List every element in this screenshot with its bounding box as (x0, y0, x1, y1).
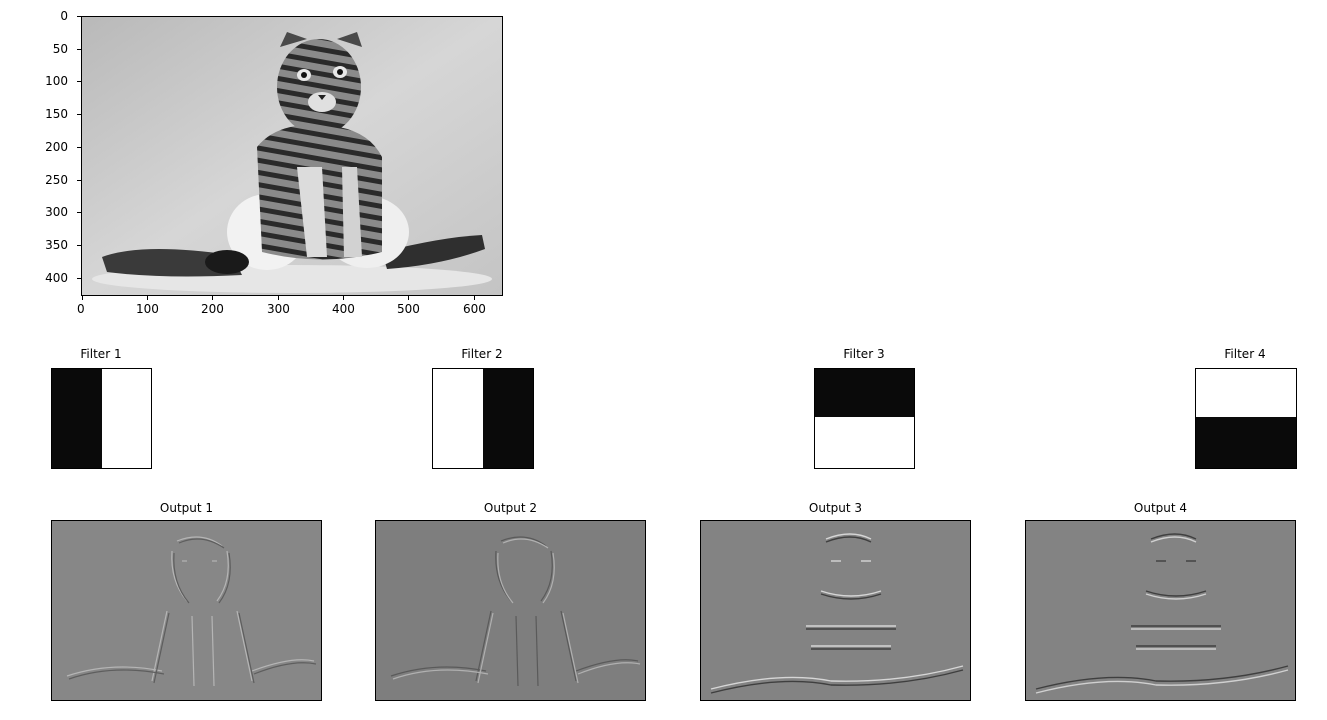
output-1-title: Output 1 (159, 501, 214, 515)
cat-image (82, 17, 502, 295)
x-tick-label: 300 (267, 302, 290, 316)
output-4-title: Output 4 (1133, 501, 1188, 515)
y-tick-label: 200 (45, 140, 68, 154)
filter-2-title: Filter 2 (461, 347, 503, 361)
filter-3-image (814, 368, 915, 469)
y-tick-label: 100 (45, 74, 68, 88)
x-tick-label: 600 (463, 302, 486, 316)
y-tick-label: 300 (45, 205, 68, 219)
x-tick-label: 400 (332, 302, 355, 316)
y-tick-label: 0 (60, 9, 68, 23)
output-2-title: Output 2 (483, 501, 538, 515)
x-tick-label: 100 (136, 302, 159, 316)
output-3-image (700, 520, 971, 701)
filter-4-image (1195, 368, 1297, 469)
y-tick-label: 400 (45, 271, 68, 285)
y-tick-label: 350 (45, 238, 68, 252)
cat-image-axes (81, 16, 503, 296)
y-tick-label: 50 (52, 42, 68, 56)
output-3-title: Output 3 (808, 501, 863, 515)
output-2-image (375, 520, 646, 701)
y-tick-label: 250 (45, 173, 68, 187)
x-tick-label: 500 (397, 302, 420, 316)
y-tick-label: 150 (45, 107, 68, 121)
x-tick-label: 0 (77, 302, 85, 316)
filter-2-image (432, 368, 534, 469)
filter-3-title: Filter 3 (843, 347, 885, 361)
output-4-image (1025, 520, 1296, 701)
filter-1-image (51, 368, 152, 469)
output-1-image (51, 520, 322, 701)
filter-4-title: Filter 4 (1224, 347, 1266, 361)
x-tick-label: 200 (201, 302, 224, 316)
filter-1-title: Filter 1 (80, 347, 122, 361)
